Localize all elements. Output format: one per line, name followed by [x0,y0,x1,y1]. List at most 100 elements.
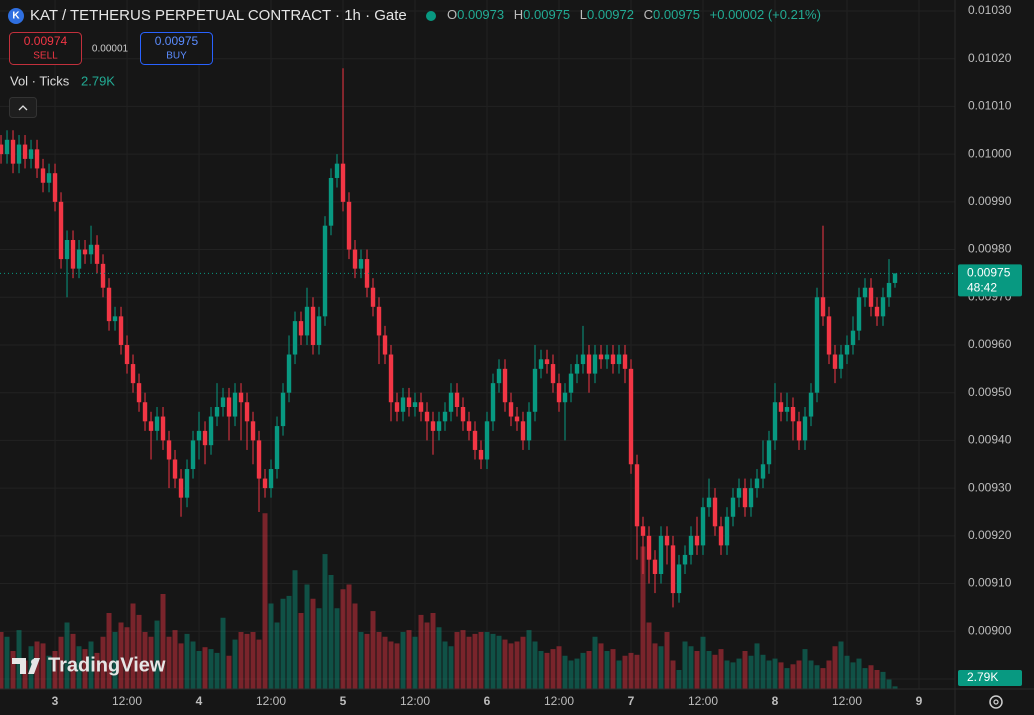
volume-bar [0,632,4,689]
candle-body [634,464,640,527]
candle-body [172,459,178,479]
volume-bar [778,662,784,689]
candle-body [22,144,28,159]
candle-body [742,488,748,508]
volume-bar [358,632,364,689]
candle-body [310,306,316,345]
volume-bar [622,655,628,689]
volume-bar [814,665,820,689]
settings-icon[interactable] [989,695,1003,709]
candle-body [478,449,484,460]
ohlc-label: O [447,7,457,22]
candle-body [274,426,280,470]
volume-bar [610,649,616,689]
volume-bar [892,686,898,689]
candle-body [886,282,892,298]
candle-body [292,321,298,355]
volume-bar [682,641,688,689]
y-tick-label: 0.00910 [968,576,1012,590]
x-tick-label: 12:00 [544,694,574,708]
logo-dot [31,659,37,665]
candle-body [430,421,436,431]
candle-body [868,287,874,307]
ohlc-label: C [644,7,653,22]
volume-bar [562,655,568,689]
ohlc-label: H [514,7,523,22]
volume-bar [766,660,772,689]
candle-body [514,416,520,422]
candle-body [646,535,652,560]
candle-body [484,421,490,460]
volume-bar [400,632,406,689]
volume-bar [748,655,754,689]
volume-bar [238,632,244,689]
candle-body [508,402,514,417]
volume-bar [124,627,130,689]
countdown: 48:42 [967,281,997,295]
candle-body [832,354,838,369]
candle-body [40,168,46,183]
candle-body [136,383,142,403]
candle-body [352,249,358,269]
candle-body [442,411,448,422]
volume-bar [208,649,214,689]
candle-body [496,368,502,384]
candle-body [334,163,340,178]
volume-bar [274,622,280,689]
candle-body [376,306,382,336]
candle-body [220,397,226,408]
volume-bar [112,632,118,689]
volume-bar [760,654,766,689]
volume-bar [466,636,472,689]
candle-body [298,321,304,336]
volume-bar [742,651,748,689]
candle-body [814,297,820,393]
volume-bar [106,613,112,689]
collapse-button[interactable] [9,97,37,118]
candle-body [178,478,184,498]
candle-body [124,344,130,365]
candle-body [400,397,406,412]
volume-bar [178,643,184,689]
candle-body [532,368,538,412]
candle-body [52,173,58,202]
volume-bar [70,633,76,689]
last-price-tag [958,264,1022,297]
sell-button[interactable] [9,32,82,65]
volume-indicator[interactable]: Vol · Ticks [10,73,70,88]
symbol-title[interactable]: KAT / TETHERUS PERPETUAL CONTRACT · 1h ·… [30,7,407,24]
buy-button[interactable] [140,32,213,65]
volume-bar [94,652,100,689]
candle-body [772,402,778,441]
candle-body [844,344,850,355]
volume-bar [694,651,700,689]
candle-body [790,407,796,422]
volume-bar [838,641,844,689]
candle-body [586,354,592,374]
candle-body [364,259,370,288]
symbol-icon-letter: K [12,11,20,22]
sell-price: 0.00974 [24,34,68,48]
volume-bar [490,633,496,689]
candle-body [244,402,250,422]
candle-body [502,368,508,403]
candle-body [46,173,52,183]
candle-body [280,392,286,427]
x-tick-label: 12:00 [400,694,430,708]
candle-body [4,139,10,155]
volume-bar [130,603,136,689]
volume-bar [64,622,70,689]
candle-body [196,430,202,441]
volume-bar [136,614,142,689]
candle-body [418,402,424,412]
volume-bar [640,546,646,689]
volume-bar [826,660,832,689]
x-tick-label: 4 [196,694,203,708]
volume-bar [382,636,388,689]
volume-bar [808,660,814,689]
candle-body [154,416,160,431]
volume-bar [850,662,856,689]
volume-bar [508,643,514,689]
volume-bar [340,589,346,689]
